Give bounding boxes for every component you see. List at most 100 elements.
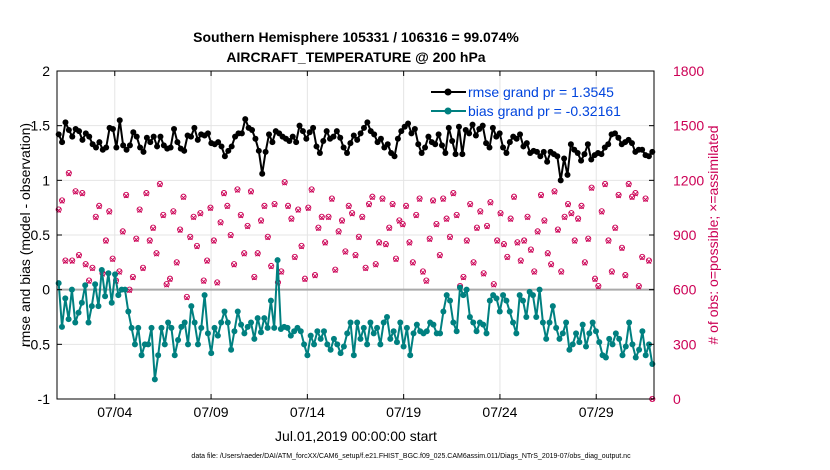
series-point-rmse: [167, 144, 174, 151]
obs-possible-point: [258, 217, 265, 224]
series-point-rmse: [598, 151, 605, 158]
obs-possible-point: [106, 208, 113, 215]
obs-assimilated-point: [508, 216, 514, 223]
series-point-rmse: [116, 117, 123, 124]
obs-assimilated-point: [66, 171, 72, 177]
series-point-bias: [138, 352, 145, 359]
obs-assimilated-point: [393, 257, 399, 263]
series-point-rmse: [422, 144, 429, 151]
obs-assimilated-point: [639, 255, 645, 261]
series-point-rmse: [194, 136, 201, 143]
series-point-bias: [609, 341, 616, 348]
series-point-rmse: [432, 141, 439, 148]
obs-assimilated-point: [59, 198, 65, 204]
obs-possible-point: [483, 222, 491, 229]
series-point-rmse: [364, 119, 371, 126]
obs-assimilated-point: [390, 202, 396, 208]
series-point-bias: [105, 270, 112, 277]
obs-assimilated-point: [339, 218, 345, 224]
obs-possible-point: [119, 228, 126, 235]
obs-possible-point: [480, 270, 487, 277]
obs-possible-point: [544, 250, 551, 257]
series-point-bias: [287, 332, 294, 339]
obs-assimilated-point: [191, 215, 197, 221]
obs-possible-point: [224, 202, 231, 209]
obs-assimilated-point: [69, 258, 75, 264]
obs-possible-point: [234, 186, 241, 193]
obs-assimilated-point: [572, 238, 578, 244]
obs-possible-point: [500, 241, 507, 248]
obs-assimilated-point: [366, 202, 372, 208]
obs-assimilated-point: [578, 204, 585, 210]
obs-assimilated-point: [342, 249, 348, 255]
obs-assimilated-point: [551, 189, 558, 195]
y2-tick-label: 900: [673, 227, 697, 243]
series-point-bias: [254, 315, 261, 322]
obs-possible-point: [558, 268, 565, 275]
obs-possible-point: [554, 226, 561, 233]
obs-assimilated-point: [157, 182, 163, 188]
obs-assimilated-point: [450, 191, 456, 197]
series-point-rmse: [639, 146, 646, 153]
obs-assimilated-point: [521, 238, 527, 244]
obs-possible-point: [214, 279, 221, 286]
series-point-bias: [175, 336, 182, 343]
legend-marker-rmse: [444, 88, 452, 96]
x-tick-label: 07/09: [194, 404, 229, 420]
series-point-rmse: [459, 151, 466, 158]
grid: [57, 71, 654, 399]
obs-assimilated-point: [605, 238, 611, 244]
series-point-bias: [327, 346, 334, 353]
obs-assimilated-point: [528, 247, 534, 254]
obs-assimilated-point: [285, 204, 291, 210]
series-point-rmse: [262, 148, 269, 155]
obs-possible-point: [541, 217, 548, 224]
series-point-bias: [188, 303, 195, 310]
series-point-rmse: [344, 150, 351, 156]
obs-assimilated-point: [646, 258, 652, 264]
series-point-rmse: [266, 131, 273, 138]
series-point-bias: [519, 297, 526, 304]
obs-possible-point: [399, 221, 406, 228]
series-point-bias: [314, 328, 321, 335]
series-point-rmse: [62, 119, 69, 126]
series-point-rmse: [452, 151, 459, 158]
series-point-rmse: [615, 134, 622, 141]
obs-assimilated-point: [329, 196, 335, 202]
series-point-rmse: [238, 130, 245, 137]
obs-possible-point: [133, 235, 140, 242]
x-axis-label: Jul.01,2019 00:00:00 start: [275, 428, 437, 444]
series-point-rmse: [269, 139, 276, 146]
x-tick-label: 07/24: [482, 404, 517, 420]
obs-assimilated-point: [363, 266, 369, 272]
obs-assimilated-point: [123, 193, 129, 199]
obs-possible-point: [517, 257, 524, 264]
series-point-bias: [380, 319, 387, 326]
obs-assimilated-point: [565, 202, 571, 208]
obs-assimilated-point: [83, 262, 89, 268]
obs-possible-point: [470, 259, 477, 266]
series-point-bias: [569, 341, 576, 348]
obs-assimilated-point: [474, 226, 480, 232]
obs-assimilated-point: [481, 271, 487, 277]
series-point-bias: [98, 266, 105, 273]
series-point-rmse: [360, 124, 367, 131]
obs-assimilated-point: [272, 202, 278, 208]
obs-possible-point: [639, 253, 646, 260]
obs-possible-point: [59, 197, 66, 204]
obs-possible-point: [170, 208, 177, 215]
obs-possible-point: [204, 257, 211, 264]
obs-possible-point: [588, 184, 595, 191]
obs-assimilated-point: [444, 216, 450, 223]
series-point-bias: [513, 330, 520, 337]
series-point-bias: [510, 319, 517, 326]
series-point-rmse: [296, 122, 303, 129]
obs-possible-point: [386, 224, 393, 231]
series-point-rmse: [140, 148, 147, 155]
series-point-bias: [636, 346, 643, 353]
series-point-bias: [62, 295, 69, 302]
obs-assimilated-point: [487, 200, 493, 206]
obs-assimilated-point: [309, 187, 315, 193]
series-point-bias: [374, 324, 381, 331]
obs-possible-point: [453, 211, 460, 219]
